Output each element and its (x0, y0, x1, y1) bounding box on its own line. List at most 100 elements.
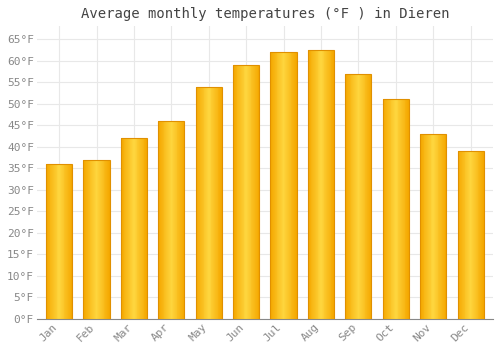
Bar (406, 99, 407, 319)
Bar (206, 86, 207, 319)
Bar (282, 52, 284, 319)
Bar (46, 164, 72, 319)
Bar (92, 160, 93, 319)
Bar (435, 134, 436, 319)
Bar (100, 160, 101, 319)
Bar (241, 65, 242, 319)
Bar (201, 86, 202, 319)
Bar (347, 74, 348, 319)
Bar (181, 121, 182, 319)
Bar (287, 52, 288, 319)
Bar (158, 121, 159, 319)
Bar (86, 160, 87, 319)
Bar (236, 65, 238, 319)
Bar (107, 160, 108, 319)
Bar (212, 86, 213, 319)
Bar (47, 164, 48, 319)
Bar (144, 138, 146, 319)
Bar (462, 151, 463, 319)
Bar (248, 65, 249, 319)
Bar (179, 121, 180, 319)
Bar (196, 86, 222, 319)
Bar (424, 134, 426, 319)
Bar (281, 52, 282, 319)
Bar (396, 99, 398, 319)
Bar (199, 86, 200, 319)
Bar (346, 74, 372, 319)
Bar (272, 52, 273, 319)
Bar (356, 74, 358, 319)
Bar (470, 151, 472, 319)
Bar (180, 121, 181, 319)
Bar (208, 86, 209, 319)
Bar (388, 99, 389, 319)
Bar (99, 160, 100, 319)
Bar (434, 134, 435, 319)
Bar (478, 151, 480, 319)
Bar (275, 52, 276, 319)
Bar (221, 86, 222, 319)
Bar (135, 138, 136, 319)
Bar (278, 52, 279, 319)
Bar (125, 138, 126, 319)
Bar (109, 160, 110, 319)
Bar (139, 138, 140, 319)
Bar (309, 50, 310, 319)
Bar (240, 65, 241, 319)
Bar (200, 86, 201, 319)
Bar (329, 50, 330, 319)
Bar (420, 134, 421, 319)
Bar (273, 52, 274, 319)
Bar (170, 121, 172, 319)
Bar (166, 121, 167, 319)
Bar (438, 134, 440, 319)
Bar (293, 52, 294, 319)
Bar (427, 134, 428, 319)
Bar (346, 74, 347, 319)
Bar (98, 160, 99, 319)
Bar (214, 86, 215, 319)
Bar (464, 151, 466, 319)
Bar (308, 50, 334, 319)
Bar (289, 52, 290, 319)
Bar (216, 86, 218, 319)
Title: Average monthly temperatures (°F ) in Dieren: Average monthly temperatures (°F ) in Di… (80, 7, 449, 21)
Bar (46, 164, 47, 319)
Bar (235, 65, 236, 319)
Bar (321, 50, 322, 319)
Bar (244, 65, 246, 319)
Bar (407, 99, 408, 319)
Bar (403, 99, 404, 319)
Bar (313, 50, 314, 319)
Bar (234, 65, 235, 319)
Bar (349, 74, 350, 319)
Bar (162, 121, 164, 319)
Bar (333, 50, 334, 319)
Bar (233, 65, 234, 319)
Bar (276, 52, 278, 319)
Bar (420, 134, 446, 319)
Bar (314, 50, 315, 319)
Bar (295, 52, 296, 319)
Bar (140, 138, 141, 319)
Bar (432, 134, 433, 319)
Bar (239, 65, 240, 319)
Bar (247, 65, 248, 319)
Bar (467, 151, 468, 319)
Bar (366, 74, 367, 319)
Bar (270, 52, 272, 319)
Bar (394, 99, 395, 319)
Bar (355, 74, 356, 319)
Bar (327, 50, 328, 319)
Bar (364, 74, 366, 319)
Bar (142, 138, 144, 319)
Bar (389, 99, 390, 319)
Bar (473, 151, 474, 319)
Bar (481, 151, 482, 319)
Bar (288, 52, 289, 319)
Bar (461, 151, 462, 319)
Bar (50, 164, 51, 319)
Bar (210, 86, 212, 319)
Bar (64, 164, 66, 319)
Bar (440, 134, 441, 319)
